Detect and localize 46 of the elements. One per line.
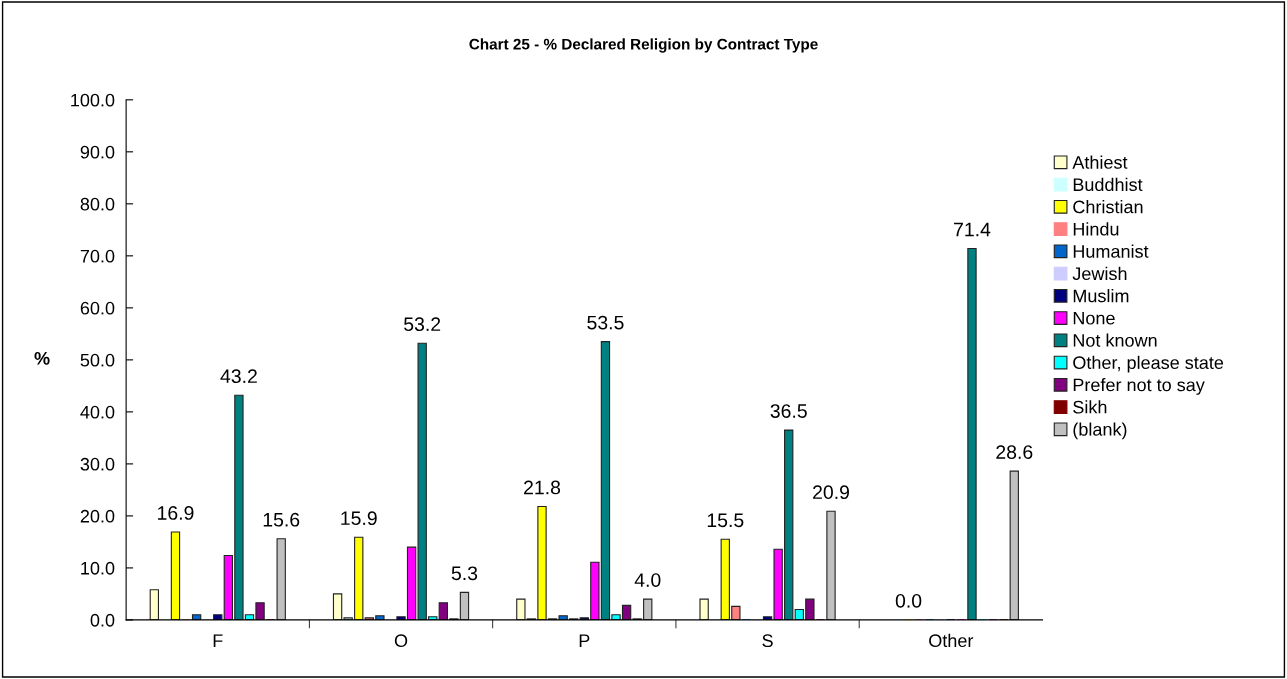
chart-title: Chart 25 - % Declared Religion by Contract Type xyxy=(469,38,818,53)
y-axis-title: % xyxy=(34,351,50,365)
data-label: 20.9 xyxy=(813,485,850,500)
data-label: 71.4 xyxy=(954,222,991,237)
x-tick-label: Other xyxy=(929,633,974,648)
x-tick-label: O xyxy=(394,634,408,648)
y-tick-label: 20.0 xyxy=(80,509,115,523)
y-tick-label: 90.0 xyxy=(80,145,115,159)
data-label: 36.5 xyxy=(770,404,807,418)
data-label: 53.5 xyxy=(587,315,624,330)
data-label: 5.3 xyxy=(451,566,478,581)
data-label: 43.2 xyxy=(220,369,257,384)
legend-label: Sikh xyxy=(1073,400,1107,414)
legend-label: Buddhist xyxy=(1073,177,1143,192)
y-tick-label: 100.0 xyxy=(71,93,115,107)
data-label: 4.0 xyxy=(634,573,661,587)
data-label: 53.2 xyxy=(404,317,441,332)
x-tick-label: F xyxy=(213,634,223,647)
y-tick-label: 60.0 xyxy=(80,301,115,315)
legend-label: Humanist xyxy=(1073,244,1149,258)
legend-label: Christian xyxy=(1073,200,1143,214)
y-tick-label: 30.0 xyxy=(80,457,115,471)
legend-label: Athiest xyxy=(1072,155,1128,169)
data-label: 15.5 xyxy=(707,513,744,528)
legend-label: Muslim xyxy=(1073,289,1129,303)
legend-label: Jewish xyxy=(1072,266,1127,281)
legend-label: Prefer not to say xyxy=(1073,378,1205,395)
legend-label: Other, please state xyxy=(1073,355,1224,373)
data-label: 15.9 xyxy=(341,511,377,526)
data-label: 15.6 xyxy=(263,512,300,527)
y-tick-label: 0.0 xyxy=(90,613,115,627)
data-label: 0.0 xyxy=(895,593,922,608)
y-tick-label: 50.0 xyxy=(80,353,115,367)
legend-label: (blank) xyxy=(1073,422,1127,440)
data-label: 16.9 xyxy=(158,506,194,520)
legend-label: None xyxy=(1073,311,1115,325)
legend-label: Not known xyxy=(1073,333,1157,347)
data-label: 21.8 xyxy=(524,480,561,495)
y-tick-label: 70.0 xyxy=(80,249,115,263)
x-tick-label: P xyxy=(579,634,590,647)
legend-label: Hindu xyxy=(1073,222,1119,236)
x-tick-label: S xyxy=(762,634,773,648)
data-label: 28.6 xyxy=(996,445,1033,459)
y-tick-label: 40.0 xyxy=(80,405,115,419)
y-tick-label: 80.0 xyxy=(80,197,115,211)
y-tick-label: 10.0 xyxy=(81,561,115,575)
